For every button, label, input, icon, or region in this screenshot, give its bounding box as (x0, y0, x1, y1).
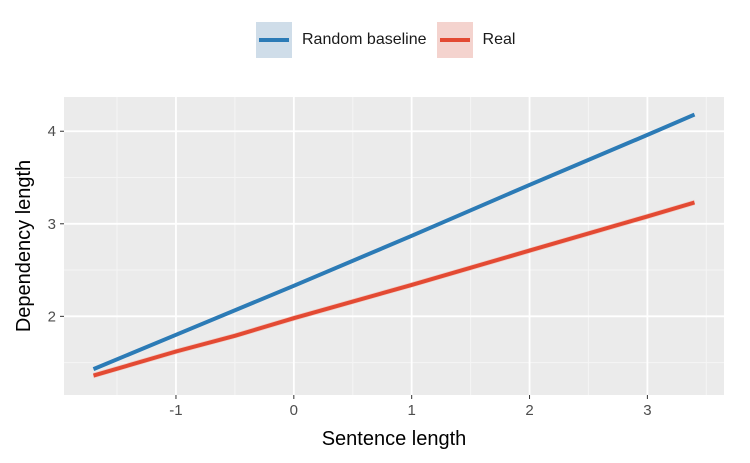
y-axis-label: Dependency length (13, 160, 35, 332)
series-line-real (92, 200, 696, 378)
legend-key-real (436, 22, 473, 58)
x-tick-label: 0 (290, 402, 298, 419)
legend-key-random-baseline (256, 22, 292, 58)
legend-item-random-baseline: Random baseline (256, 22, 427, 58)
x-tick-label: 3 (643, 402, 651, 419)
x-tick-label: -1 (169, 402, 182, 419)
x-axis-label: Sentence length (322, 428, 467, 450)
legend-label-real: Real (482, 31, 516, 48)
series-line-random-baseline (92, 112, 696, 371)
x-tick-label: 2 (525, 402, 533, 419)
y-tick-label: 2 (48, 308, 56, 325)
y-tick-label: 4 (48, 123, 56, 140)
legend: Random baseline Real (256, 22, 525, 58)
y-tick-label: 3 (48, 216, 56, 233)
legend-label-random-baseline: Random baseline (302, 31, 427, 48)
x-tick-label: 1 (408, 402, 416, 419)
plot-panel (64, 97, 724, 395)
legend-item-real: Real (436, 22, 516, 58)
